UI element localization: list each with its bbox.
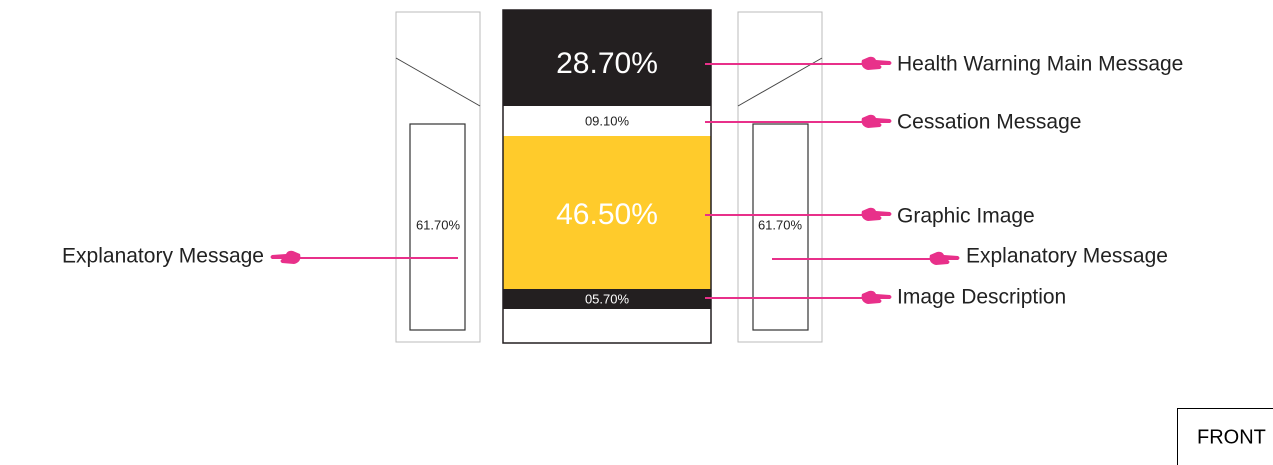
callout-label: Explanatory Message (62, 245, 264, 268)
view-label-box: FRONT (1177, 408, 1273, 465)
callout-label: Explanatory Message (966, 245, 1168, 268)
side-percentage: 61.70% (416, 217, 461, 232)
front-panel: 28.70% 09.10% 46.50% 05.70% (502, 9, 712, 344)
segment-label: 28.70% (556, 47, 658, 80)
callout-label: Graphic Image (897, 205, 1035, 228)
segment-label: 05.70% (585, 291, 630, 306)
view-label: FRONT (1197, 426, 1266, 448)
callouts: Health Warning Main Message Cessation Me… (62, 53, 1183, 309)
segment-label: 09.10% (585, 113, 630, 128)
side-panel-left: 61.70% (395, 11, 481, 343)
callout-label: Cessation Message (897, 111, 1081, 134)
segment-label: 46.50% (556, 198, 658, 231)
callout-label: Image Description (897, 286, 1066, 309)
side-percentage: 61.70% (758, 217, 803, 232)
side-panel-right: 61.70% (737, 11, 823, 343)
callout-label: Health Warning Main Message (897, 53, 1183, 76)
